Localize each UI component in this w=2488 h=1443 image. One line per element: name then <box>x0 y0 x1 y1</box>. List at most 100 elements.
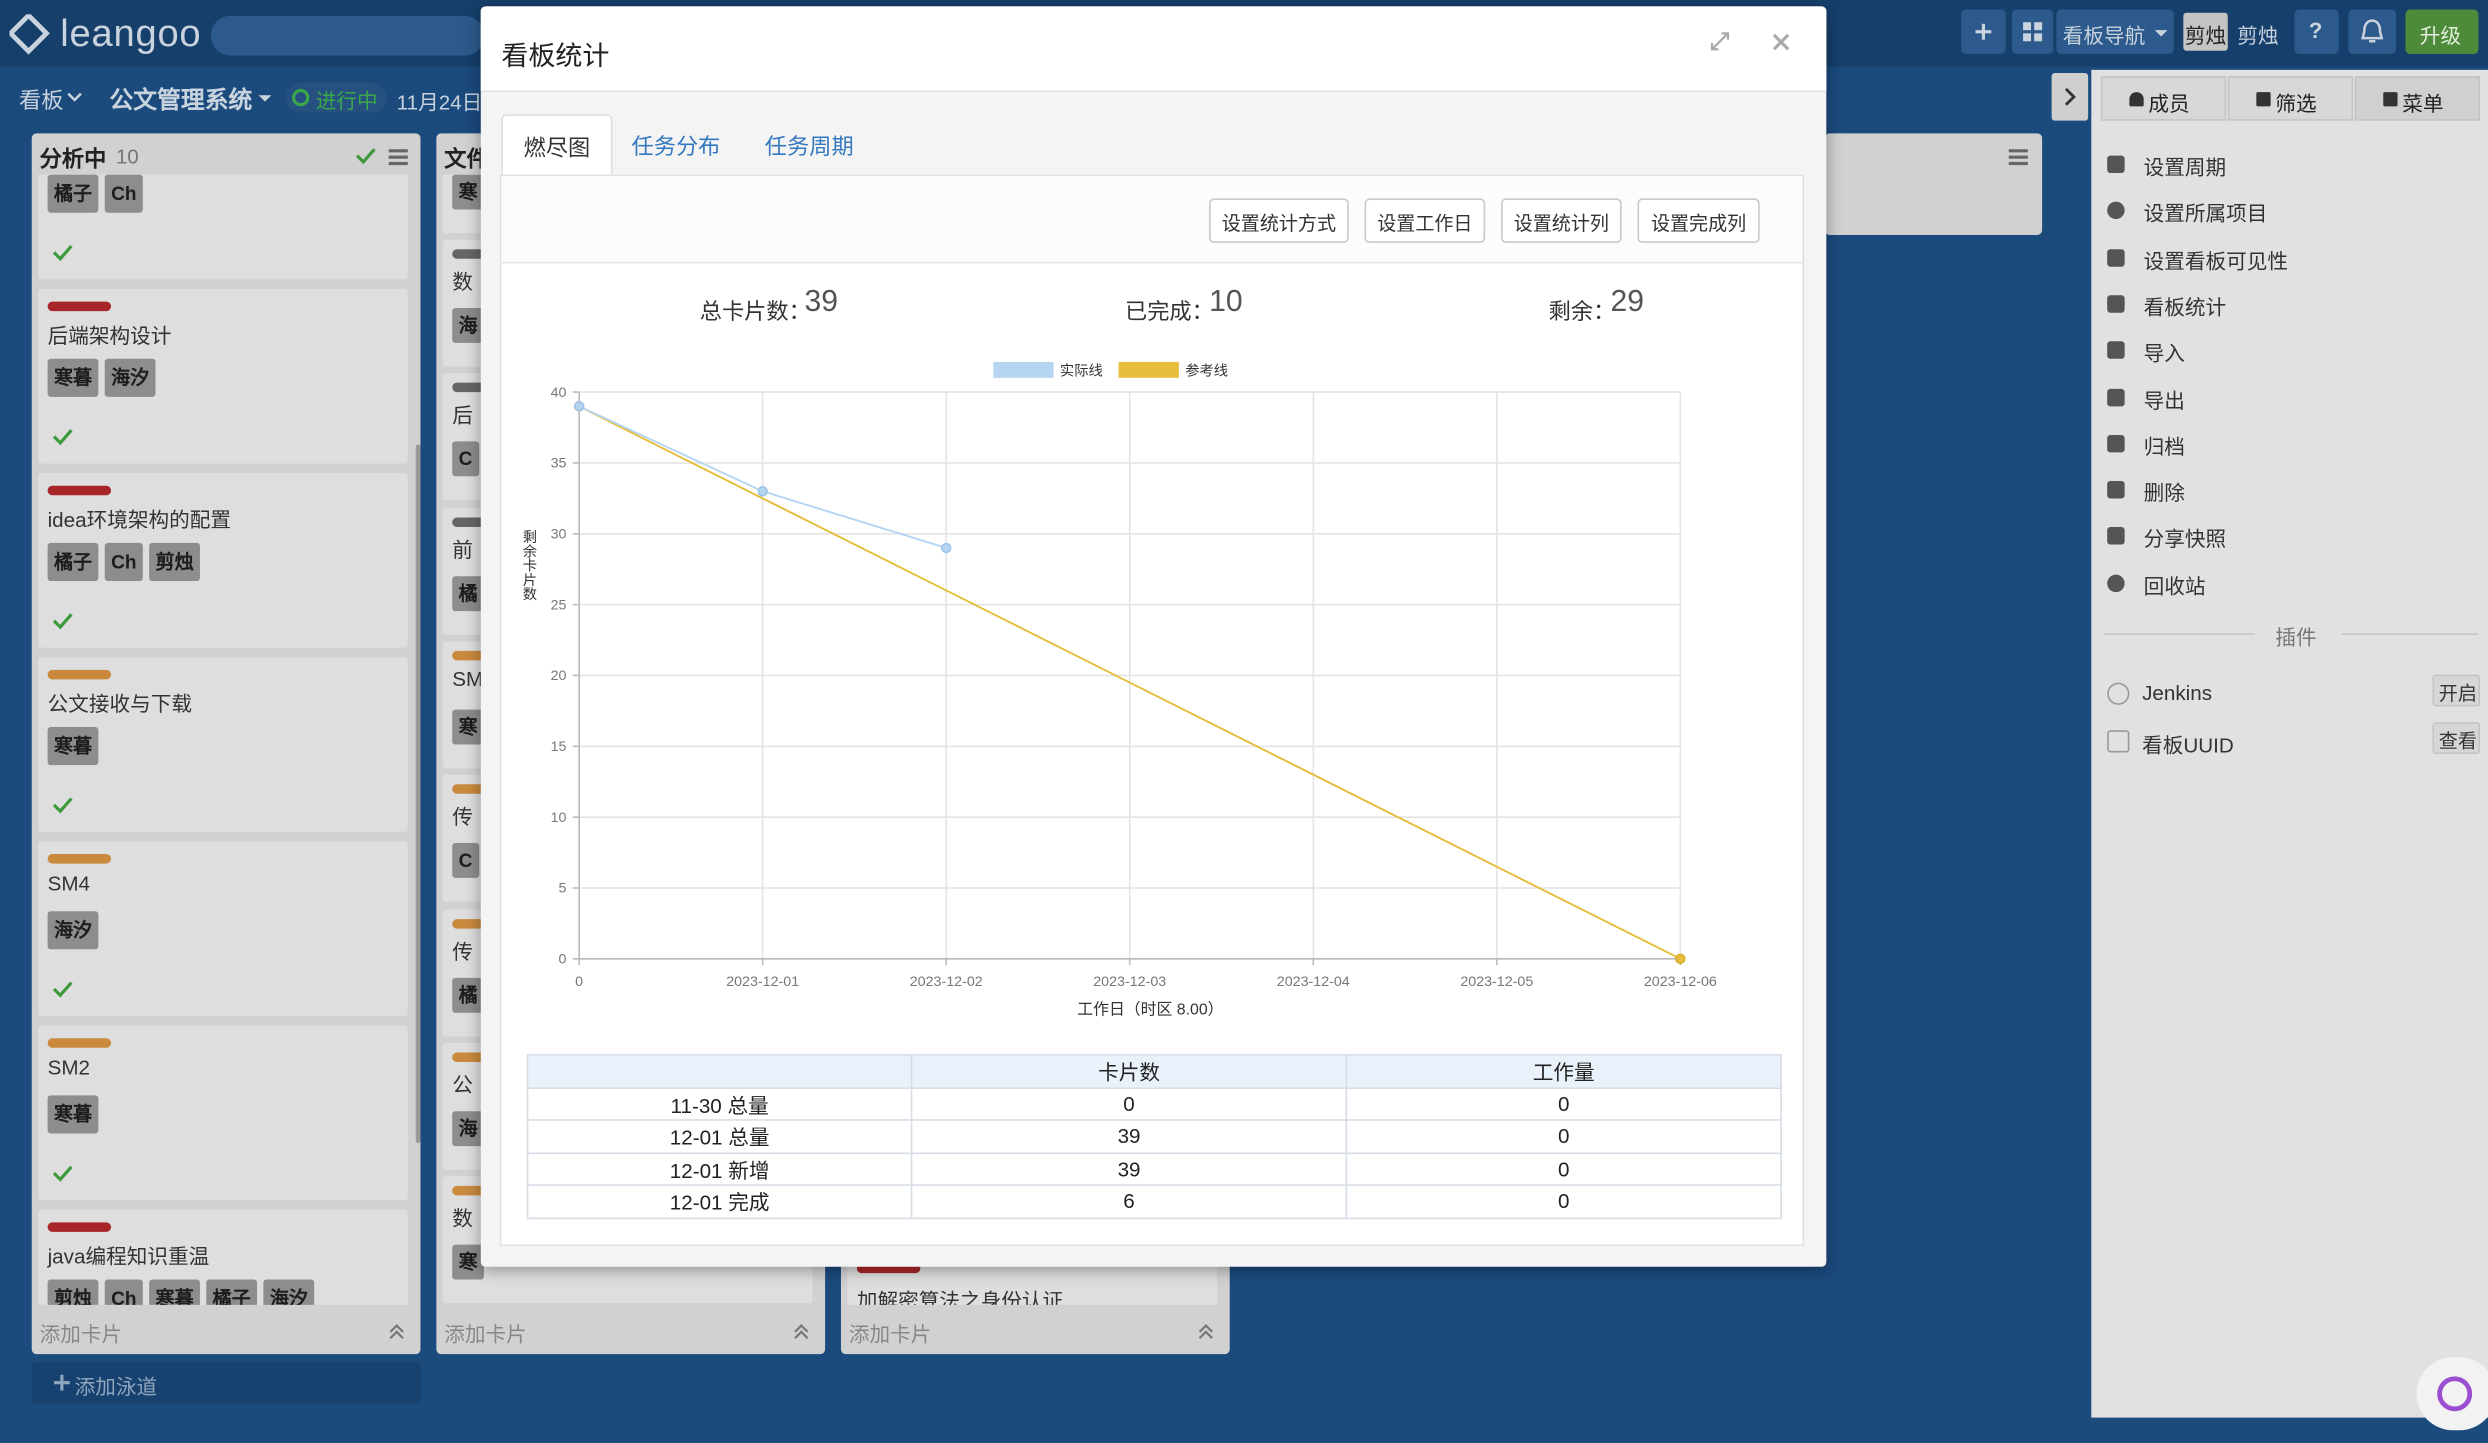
card-title: java编程知识重温 <box>47 1244 210 1269</box>
avatar[interactable]: 剪烛 <box>2183 12 2228 51</box>
card-label <box>47 1222 112 1232</box>
plus-v <box>60 1374 64 1391</box>
menu-item[interactable]: 删除 <box>2143 481 2185 505</box>
board-menu[interactable]: 看板 <box>19 87 64 113</box>
y-axis-label: 剩余卡片数 <box>520 529 536 601</box>
panel-toggle[interactable] <box>2051 73 2089 121</box>
status-pill: 进行中 <box>285 82 388 113</box>
menu-item[interactable]: 设置看板可见性 <box>2143 248 2289 273</box>
check-icon <box>52 613 73 630</box>
card[interactable]: 后端架构设计寒暮 海汐 <box>38 288 408 464</box>
card-title: 后端架构设计 <box>47 323 172 348</box>
add-lane[interactable]: 添加泳道 <box>31 1362 421 1404</box>
menu-item[interactable]: 导入 <box>2143 341 2185 366</box>
panel-tab[interactable]: 菜单 <box>2354 76 2481 121</box>
table-cell: 0 <box>1345 1086 1782 1121</box>
card-title: 传 <box>452 938 473 963</box>
header-cell <box>526 1054 913 1089</box>
check-stroke <box>52 797 73 814</box>
collapse-icon <box>1198 1323 1214 1340</box>
card[interactable]: 公文接收与下载 寒暮 <box>38 657 408 832</box>
add-card[interactable]: 添加卡片 <box>39 1322 123 1347</box>
grid-button[interactable] <box>2011 9 2054 54</box>
menu-item[interactable]: 看板统计 <box>2143 295 2227 319</box>
card[interactable]: SM2 寒暮 <box>38 1025 408 1201</box>
series-point <box>940 542 952 554</box>
divider <box>2342 633 2479 635</box>
card-title: SM4 <box>47 871 91 896</box>
card-label <box>856 1263 921 1274</box>
c1 <box>794 1323 809 1333</box>
notify-button[interactable] <box>2348 9 2396 54</box>
check-icon <box>52 429 73 446</box>
card-label <box>47 669 112 680</box>
card[interactable]: java编程知识重温 剪烛 Ch 寒暮 橘子 海汐 <box>38 1209 408 1305</box>
add-button[interactable] <box>1961 9 2006 54</box>
menu-item[interactable]: 设置所属项目 <box>2143 202 2268 226</box>
plugin-action[interactable]: 查看 <box>2432 722 2481 755</box>
table-header: 卡片数 工作量 <box>526 1054 1782 1089</box>
menu-item[interactable]: 分享快照 <box>2143 527 2227 552</box>
table-cell: 0 <box>1345 1184 1782 1219</box>
menu-icon <box>2107 202 2125 220</box>
card-title: 加解密算法之身份认证 <box>856 1289 1064 1305</box>
series-point <box>1675 953 1686 965</box>
menu-item[interactable]: 导出 <box>2143 388 2185 412</box>
toolbar-button-text: 设置完成列 <box>1650 212 1747 235</box>
card[interactable]: SM4 海汐 <box>38 841 408 1016</box>
panel-tab[interactable]: 筛选 <box>2227 76 2354 121</box>
check-stroke <box>52 429 73 446</box>
board-nav-button[interactable]: 看板导航 <box>2056 9 2174 54</box>
card-tag: 海 <box>452 1110 484 1146</box>
expand-icon[interactable] <box>1709 30 1731 52</box>
list <box>1824 133 2043 235</box>
x-tick-label: 2023-12-02 <box>910 974 983 990</box>
card-tag: Ch <box>104 542 143 582</box>
card-tag: 寒 <box>452 1244 484 1280</box>
c2 <box>1198 1330 1214 1340</box>
series-line <box>578 405 1681 960</box>
card-tag: 寒暮 <box>47 727 99 766</box>
menu-icon <box>2107 295 2125 313</box>
bell-icon <box>2361 19 2384 43</box>
toolbar-button[interactable]: 设置完成列 <box>1637 198 1760 243</box>
add-card[interactable]: 添加卡片 <box>848 1322 932 1347</box>
toolbar-button[interactable]: 设置统计方式 <box>1209 198 1349 243</box>
modal-tab[interactable]: 燃尽图 <box>501 114 613 175</box>
menu-item[interactable]: 归档 <box>2143 434 2185 459</box>
menu-item[interactable]: 回收站 <box>2143 574 2206 598</box>
menu-item[interactable]: 设置周期 <box>2143 155 2227 180</box>
list-body: 橘子 Ch 后端架构设计 寒暮 海汐 idea环境架构的配置 橘子 Ch 剪烛 公文接收与下载 寒暮… <box>38 174 414 1305</box>
card-tag: Ch <box>104 1279 143 1305</box>
assistant-button[interactable] <box>2416 1357 2488 1431</box>
card-tag: 剪烛 <box>149 542 200 582</box>
card-tag: 橘子 <box>47 542 99 582</box>
series-point <box>757 486 768 497</box>
card-tag: 海汐 <box>104 358 156 397</box>
modal-tab[interactable]: 任务周期 <box>744 114 874 174</box>
card-title: SM2 <box>47 1055 91 1080</box>
plugin-name: 看板UUID <box>2142 733 2234 758</box>
table-cell: 11-30 总量 <box>526 1086 913 1121</box>
search-box[interactable] <box>211 15 484 56</box>
date-text: 11月24日 <box>396 90 483 115</box>
upgrade-button[interactable]: 升级 <box>2405 9 2479 54</box>
menu-icon <box>2107 527 2125 546</box>
project-name[interactable]: 公文管理系统 <box>109 87 253 115</box>
close-icon[interactable] <box>1771 32 1792 53</box>
card[interactable]: idea环境架构的配置 橘子 Ch 剪烛 <box>38 473 408 648</box>
card[interactable]: 橘子 Ch <box>38 174 408 280</box>
toolbar-button[interactable]: 设置工作日 <box>1364 198 1486 243</box>
bell-shape <box>2361 19 2384 43</box>
check-icon <box>52 1165 73 1182</box>
add-card[interactable]: 添加卡片 <box>444 1322 527 1347</box>
modal-tab[interactable]: 任务分布 <box>611 114 741 174</box>
plugin-icon <box>2107 682 2130 705</box>
table-cell: 39 <box>910 1119 1348 1154</box>
help-button[interactable]: ? <box>2294 9 2339 54</box>
card-tag: 寒暮 <box>47 358 99 397</box>
panel-tab[interactable]: 成员 <box>2100 76 2227 121</box>
plugin-action[interactable]: 开启 <box>2432 674 2481 707</box>
toolbar-button[interactable]: 设置统计列 <box>1501 198 1622 243</box>
menu-bar <box>388 161 408 166</box>
